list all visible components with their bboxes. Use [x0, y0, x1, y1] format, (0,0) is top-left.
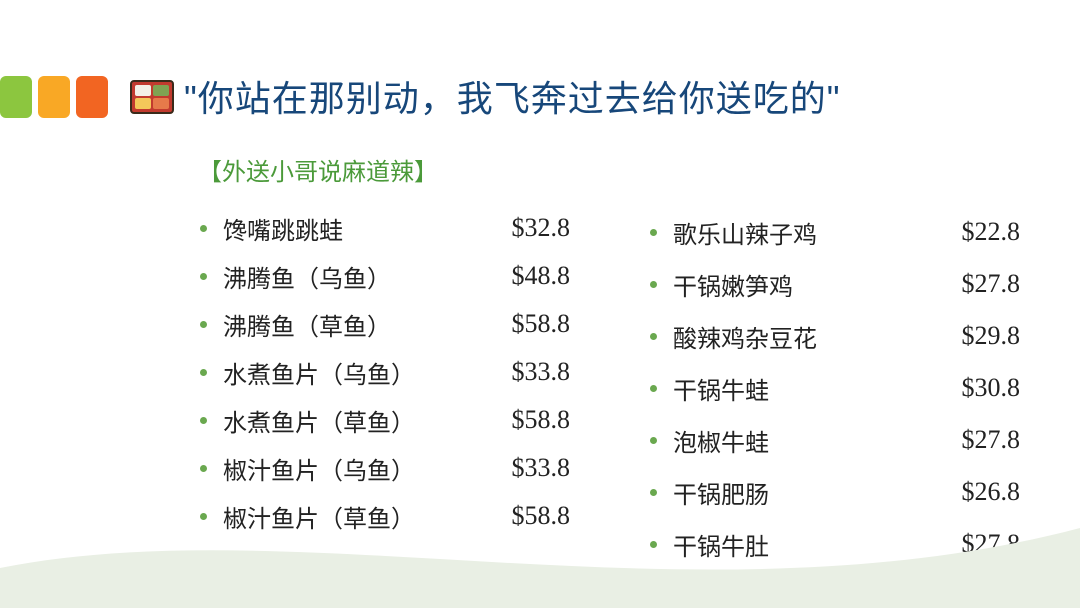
menu-item: 馋嘴跳跳蛙 $32.8	[200, 204, 570, 252]
menu-item-name: 沸腾鱼（乌鱼）	[223, 259, 391, 294]
bullet-icon	[200, 273, 207, 280]
menu-item: 水煮鱼片（乌鱼） $33.8	[200, 348, 570, 396]
deco-block-1	[0, 76, 32, 118]
menu-item-price: $58.8	[494, 309, 571, 339]
menu-item: 水煮鱼片（草鱼） $58.8	[200, 396, 570, 444]
menu-item-price: $48.8	[494, 261, 571, 291]
menu-item-price: $32.8	[494, 213, 571, 243]
menu-item-name: 泡椒牛蛙	[673, 423, 769, 458]
menu-item: 干锅肥肠 $26.8	[650, 468, 1020, 516]
page-title: "你站在那别动，我飞奔过去给你送吃的"	[184, 70, 841, 122]
menu-item-price: $22.8	[944, 217, 1021, 247]
bento-icon	[130, 80, 174, 114]
bullet-icon	[200, 465, 207, 472]
menu-item-price: $26.8	[944, 477, 1021, 507]
menu-item-name: 水煮鱼片（乌鱼）	[223, 355, 415, 390]
menu-item-name: 椒汁鱼片（草鱼）	[223, 499, 415, 534]
menu-item-name: 酸辣鸡杂豆花	[673, 319, 817, 354]
bullet-icon	[650, 385, 657, 392]
menu-item-name: 椒汁鱼片（乌鱼）	[223, 451, 415, 486]
bullet-icon	[650, 437, 657, 444]
header-decoration	[0, 76, 174, 118]
menu-item-name: 干锅牛肚	[673, 527, 769, 562]
menu-container: 馋嘴跳跳蛙 $32.8 沸腾鱼（乌鱼） $48.8 沸腾鱼（草鱼） $58.8 水煮鱼片（乌…	[200, 204, 1020, 568]
menu-item: 干锅嫩笋鸡 $27.8	[650, 260, 1020, 308]
menu-item-name: 干锅牛蛙	[673, 371, 769, 406]
menu-item: 沸腾鱼（乌鱼） $48.8	[200, 252, 570, 300]
bullet-icon	[650, 541, 657, 548]
bullet-icon	[650, 333, 657, 340]
menu-item-name: 干锅肥肠	[673, 475, 769, 510]
menu-item-price: $33.8	[494, 453, 571, 483]
bullet-icon	[200, 369, 207, 376]
menu-item: 泡椒牛蛙 $27.8	[650, 416, 1020, 464]
menu-item-price: $27.8	[944, 269, 1021, 299]
menu-item-name: 沸腾鱼（草鱼）	[223, 307, 391, 342]
menu-item-price: $27.8	[944, 529, 1021, 559]
menu-item: 歌乐山辣子鸡 $22.8	[650, 208, 1020, 256]
menu-item: 椒汁鱼片（草鱼） $58.8	[200, 492, 570, 540]
bullet-icon	[200, 417, 207, 424]
menu-item-price: $30.8	[944, 373, 1021, 403]
menu-item-name: 水煮鱼片（草鱼）	[223, 403, 415, 438]
menu-item: 椒汁鱼片（乌鱼） $33.8	[200, 444, 570, 492]
bullet-icon	[650, 489, 657, 496]
menu-item-price: $58.8	[494, 405, 571, 435]
menu-item: 沸腾鱼（草鱼） $58.8	[200, 300, 570, 348]
menu-item: 酸辣鸡杂豆花 $29.8	[650, 312, 1020, 360]
menu-column-left: 馋嘴跳跳蛙 $32.8 沸腾鱼（乌鱼） $48.8 沸腾鱼（草鱼） $58.8 水煮鱼片（乌…	[200, 204, 570, 568]
menu-item-name: 干锅嫩笋鸡	[673, 267, 793, 302]
menu-column-right: 歌乐山辣子鸡 $22.8 干锅嫩笋鸡 $27.8 酸辣鸡杂豆花 $29.8 干锅牛蛙 $30.…	[650, 204, 1020, 568]
section-subtitle: 【外送小哥说麻道辣】	[198, 152, 438, 187]
bullet-icon	[650, 281, 657, 288]
menu-item-name: 歌乐山辣子鸡	[673, 215, 817, 250]
bullet-icon	[200, 225, 207, 232]
menu-item-price: $58.8	[494, 501, 571, 531]
menu-item-price: $33.8	[494, 357, 571, 387]
menu-item-name: 馋嘴跳跳蛙	[223, 211, 343, 246]
deco-block-3	[76, 76, 108, 118]
bullet-icon	[200, 321, 207, 328]
bullet-icon	[200, 513, 207, 520]
menu-item-price: $27.8	[944, 425, 1021, 455]
menu-item: 干锅牛蛙 $30.8	[650, 364, 1020, 412]
menu-item-price: $29.8	[944, 321, 1021, 351]
bullet-icon	[650, 229, 657, 236]
menu-item: 干锅牛肚 $27.8	[650, 520, 1020, 568]
deco-block-2	[38, 76, 70, 118]
